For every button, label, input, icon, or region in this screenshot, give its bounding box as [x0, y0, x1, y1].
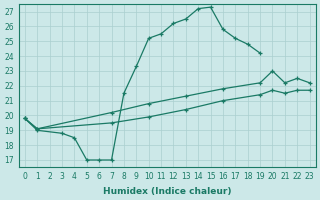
X-axis label: Humidex (Indice chaleur): Humidex (Indice chaleur) [103, 187, 231, 196]
